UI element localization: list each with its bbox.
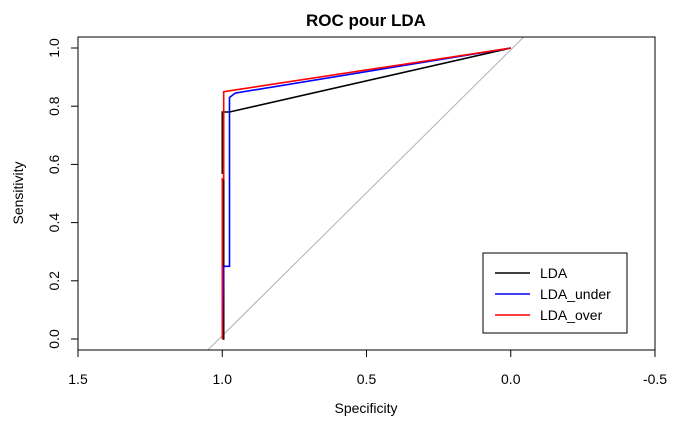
legend-box xyxy=(482,252,628,334)
x-axis-title: Specificity xyxy=(334,400,397,416)
y-tick-label: 0.2 xyxy=(46,271,62,291)
diagonal-reference-line xyxy=(207,36,525,351)
series-layer xyxy=(221,47,511,340)
series-line-lda-under xyxy=(221,47,511,340)
y-tick-label: 1.0 xyxy=(46,38,62,58)
legend: LDA LDA_under LDA_over xyxy=(482,252,628,334)
series-line-lda xyxy=(221,47,511,340)
y-tick-label: 0.4 xyxy=(46,213,62,233)
x-tick-label: 1.0 xyxy=(213,371,233,387)
series-line-lda-over xyxy=(221,47,511,339)
chart-title: ROC pour LDA xyxy=(306,11,426,30)
legend-label: LDA xyxy=(540,265,568,281)
y-tick-label: 0.6 xyxy=(46,154,62,174)
x-axis: 1.5 1.0 0.5 0.0 -0.5 xyxy=(68,349,667,387)
x-tick-label: 0.0 xyxy=(501,371,521,387)
legend-label: LDA_under xyxy=(540,286,611,302)
y-tick-label: 0.8 xyxy=(46,96,62,116)
x-tick-label: 1.5 xyxy=(68,371,88,387)
y-tick-label: 0.0 xyxy=(46,329,62,349)
y-axis: 0.0 0.2 0.4 0.6 0.8 1.0 xyxy=(46,38,79,349)
y-axis-title: Sensitivity xyxy=(10,161,26,224)
x-tick-label: 0.5 xyxy=(357,371,377,387)
legend-label: LDA_over xyxy=(540,307,603,323)
x-tick-label: -0.5 xyxy=(643,371,667,387)
